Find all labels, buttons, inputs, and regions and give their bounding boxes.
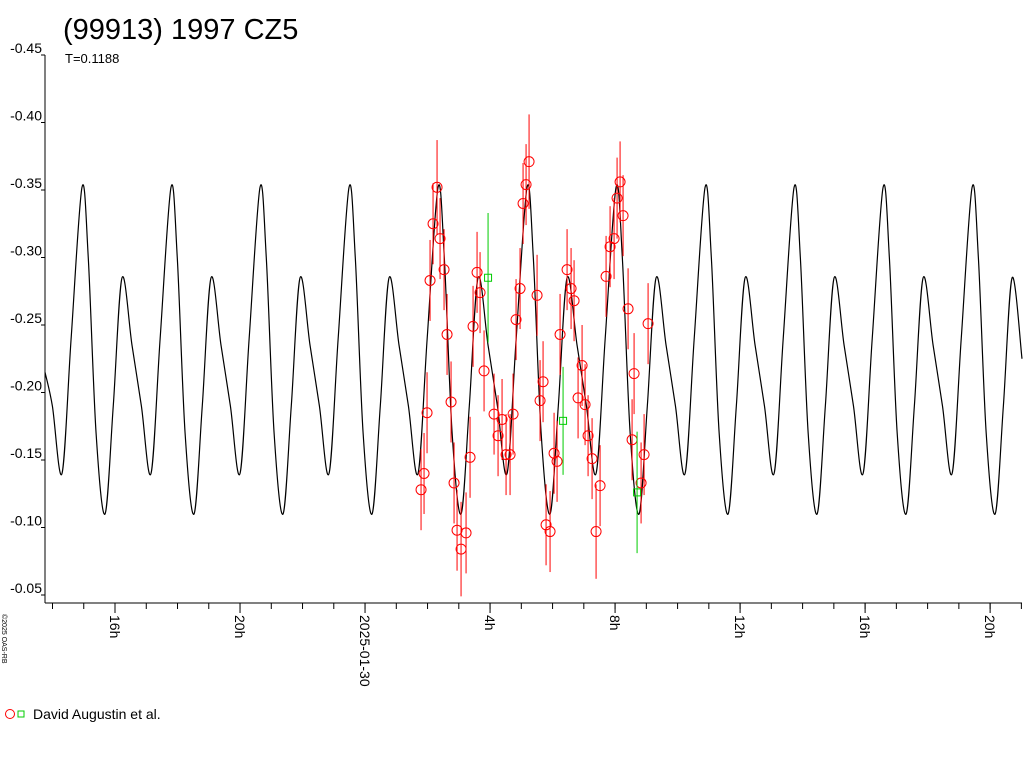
data-point: [531, 289, 543, 301]
legend-symbol: [5, 709, 15, 719]
data-point: [424, 274, 436, 286]
data-point: [617, 210, 629, 222]
data-point: [445, 396, 457, 408]
x-tick-label: 20h: [982, 615, 998, 638]
y-tick-label: -0.05: [10, 580, 42, 596]
x-tick-label: 12h: [732, 615, 748, 638]
data-point: [517, 198, 529, 209]
y-tick-label: -0.35: [10, 175, 42, 191]
data-point: [510, 314, 522, 326]
data-point: [540, 519, 552, 531]
y-tick-label: -0.30: [10, 243, 42, 259]
y-tick-label: -0.25: [10, 310, 42, 326]
data-point: [561, 264, 573, 276]
data-point: [523, 156, 535, 168]
data-point: [590, 526, 602, 538]
y-tick-label: -0.20: [10, 378, 42, 394]
credit: ©2025 OAS-RB: [0, 614, 8, 664]
data-point: [484, 273, 493, 282]
data-point: [460, 527, 472, 539]
data-point: [611, 192, 623, 204]
data-point: [434, 233, 446, 245]
data-point: [418, 468, 430, 479]
data-point: [582, 430, 594, 442]
y-tick-label: -0.10: [10, 513, 42, 529]
data-point: [478, 365, 490, 377]
data-point: [441, 328, 453, 340]
data-point: [488, 408, 500, 420]
data-point: [594, 480, 606, 492]
x-tick-label: 8h: [607, 615, 623, 631]
data-point: [467, 320, 479, 332]
x-tick-label: 2025-01-30: [357, 615, 373, 687]
data-point: [642, 318, 654, 330]
data-point: [628, 368, 640, 380]
data-point: [492, 430, 504, 442]
data-point: [431, 181, 443, 193]
data-point: [507, 408, 519, 420]
data-point: [500, 449, 512, 461]
data-point: [537, 376, 549, 388]
data-point: [608, 233, 620, 245]
data-point: [614, 176, 626, 188]
data-point: [638, 449, 650, 461]
y-tick-label: -0.45: [10, 40, 42, 56]
data-point: [635, 477, 647, 489]
chart-subtitle: T=0.1188: [65, 51, 119, 66]
legend-symbol: [17, 710, 25, 718]
data-point: [600, 270, 612, 282]
data-point: [464, 451, 476, 463]
chart-title: (99913) 1997 CZ5: [63, 14, 298, 46]
data-point: [504, 449, 516, 461]
data-point: [544, 526, 556, 538]
data-point: [514, 283, 526, 295]
x-tick-label: 16h: [857, 615, 873, 638]
data-point: [421, 407, 433, 419]
data-point: [576, 360, 588, 371]
data-point: [586, 453, 598, 465]
data-point: [438, 264, 450, 276]
data-point: [427, 218, 439, 230]
data-point: [551, 455, 563, 467]
data-point: [448, 477, 460, 489]
data-point: [474, 287, 486, 299]
data-point: [548, 447, 560, 459]
data-point: [568, 295, 580, 307]
data-point: [455, 543, 467, 555]
data-point: [520, 179, 532, 191]
x-tick-label: 20h: [232, 615, 248, 638]
x-tick-label: 16h: [107, 615, 123, 638]
data-point: [496, 414, 508, 425]
data-point: [633, 488, 642, 497]
y-tick-label: -0.15: [10, 445, 42, 461]
data-point: [579, 399, 591, 411]
model-curve: [44, 184, 1023, 515]
data-point: [572, 392, 584, 404]
data-point: [471, 266, 483, 278]
data-point: [534, 395, 546, 407]
y-tick-label: -0.40: [10, 108, 42, 124]
data-point: [415, 484, 427, 496]
data-point: [559, 416, 568, 425]
data-point: [554, 328, 566, 340]
x-tick-label: 4h: [482, 615, 498, 631]
data-point: [565, 283, 577, 295]
legend-label: David Augustin et al.: [33, 706, 161, 722]
data-point: [622, 303, 634, 315]
